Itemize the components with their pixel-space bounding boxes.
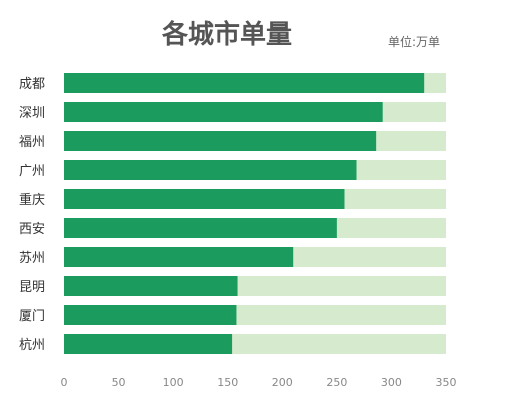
bar [64, 218, 337, 238]
category-label: 昆明 [19, 280, 45, 295]
bar [64, 305, 237, 325]
x-tick-label: 50 [112, 376, 126, 389]
category-label: 福州 [19, 135, 45, 150]
category-label: 深圳 [19, 106, 45, 121]
bar [64, 73, 425, 93]
bar [64, 189, 345, 209]
chart-title: 各城市单量 [161, 19, 292, 50]
bar [64, 131, 377, 151]
x-tick-label: 200 [272, 376, 293, 389]
bar [64, 276, 238, 296]
bar [64, 334, 233, 354]
x-tick-label: 300 [381, 376, 402, 389]
x-axis-ticks: 0 50 100 150 200 250 300 350 [61, 376, 457, 389]
category-label: 广州 [19, 164, 45, 179]
category-label: 厦门 [19, 309, 45, 324]
category-label: 重庆 [19, 192, 45, 208]
category-label: 西安 [19, 222, 45, 237]
bar [64, 102, 383, 122]
category-label: 杭州 [19, 338, 45, 353]
x-tick-label: 150 [217, 376, 238, 389]
category-label: 苏州 [19, 250, 45, 266]
x-tick-label: 0 [61, 376, 68, 389]
unit-label: 单位:万单 [388, 34, 440, 49]
x-tick-label: 250 [326, 376, 347, 389]
bar [64, 247, 294, 267]
x-tick-label: 100 [163, 376, 184, 389]
bars-group [64, 73, 446, 354]
bar [64, 160, 357, 180]
x-tick-label: 350 [436, 376, 457, 389]
category-label: 成都 [19, 77, 45, 92]
